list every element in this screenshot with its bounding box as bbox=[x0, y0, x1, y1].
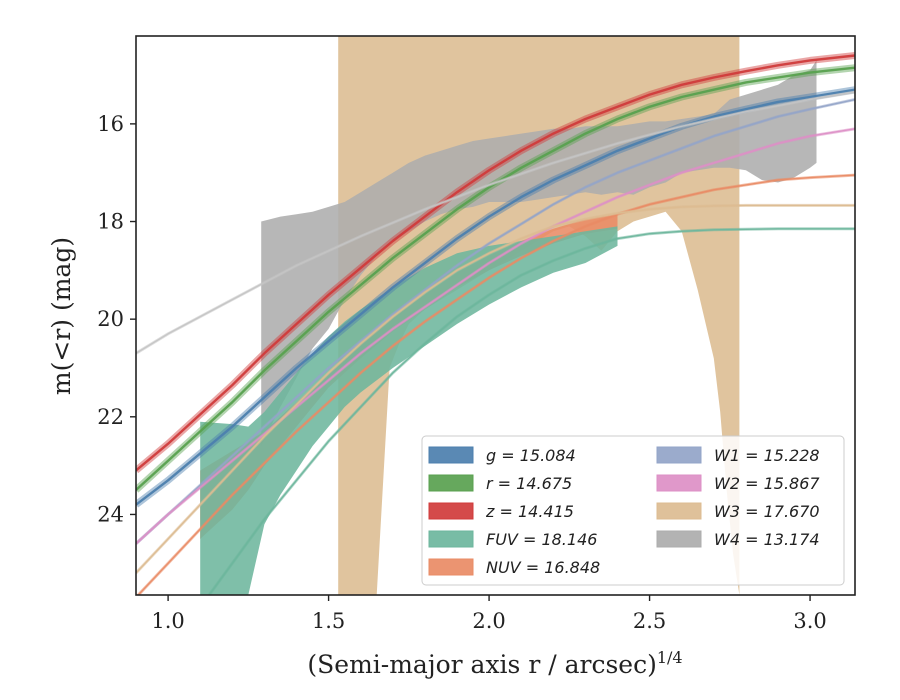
y-tick-label: 24 bbox=[97, 502, 124, 526]
model-curve-w4 bbox=[136, 91, 855, 354]
legend-label-w1: W1 = 15.228 bbox=[714, 446, 820, 465]
legend-label-r: r = 14.675 bbox=[486, 474, 572, 493]
legend-swatch-w3 bbox=[656, 502, 702, 520]
legend-label-w2: W2 = 15.867 bbox=[714, 474, 820, 493]
y-axis-ticks: 16 18 20 22 24 bbox=[97, 112, 136, 526]
y-tick-label: 20 bbox=[97, 307, 124, 331]
x-tick-label: 1.0 bbox=[151, 609, 184, 633]
x-tick-label: 1.5 bbox=[312, 609, 345, 633]
legend-swatch-w4 bbox=[656, 530, 702, 548]
y-tick-label: 16 bbox=[97, 112, 124, 136]
model-curve-w2 bbox=[136, 128, 855, 545]
model-curve-g bbox=[136, 88, 855, 506]
legend-swatch-r bbox=[428, 474, 474, 492]
model-curve-w3 bbox=[136, 204, 855, 574]
legend-swatch-nuv bbox=[428, 558, 474, 576]
model-curves bbox=[136, 52, 855, 595]
legend-label-nuv: NUV = 16.848 bbox=[486, 558, 600, 577]
plot-frame bbox=[135, 35, 856, 596]
x-axis-label-exponent: 1/4 bbox=[657, 648, 683, 667]
legend-swatch-g bbox=[428, 446, 474, 464]
legend: g = 15.084 r = 14.675 z = 14.415 FUV = 18.1… bbox=[421, 435, 845, 586]
x-axis-ticks: 1.0 1.5 2.0 2.5 3.0 bbox=[151, 595, 827, 633]
model-curve-nuv bbox=[137, 174, 855, 595]
legend-swatch-w2 bbox=[656, 474, 702, 492]
y-axis-label: m(<r) (mag) bbox=[47, 237, 76, 395]
legend-frame bbox=[421, 435, 845, 586]
x-tick-label: 3.0 bbox=[793, 609, 826, 633]
model-curve-r bbox=[136, 66, 855, 491]
model-curve-w1 bbox=[136, 98, 855, 545]
legend-label-w3: W3 = 17.670 bbox=[714, 502, 820, 521]
y-tick-label: 18 bbox=[97, 210, 124, 234]
legend-swatch-w1 bbox=[656, 446, 702, 464]
legend-swatch-fuv bbox=[428, 530, 474, 548]
model-curve-z bbox=[136, 54, 855, 472]
model-curve-fuv bbox=[208, 228, 855, 595]
legend-label-g: g = 15.084 bbox=[486, 446, 576, 465]
y-tick-label: 22 bbox=[97, 405, 124, 429]
legend-swatch-z bbox=[428, 502, 474, 520]
x-axis-label: (Semi-major axis r / arcsec)1/4 bbox=[307, 648, 682, 679]
legend-label-w4: W4 = 13.174 bbox=[714, 530, 820, 549]
data-band-w4 bbox=[261, 60, 817, 447]
x-tick-label: 2.5 bbox=[633, 609, 666, 633]
x-tick-label: 2.0 bbox=[472, 609, 505, 633]
legend-label-z: z = 14.415 bbox=[485, 502, 574, 521]
legend-label-fuv: FUV = 18.146 bbox=[486, 530, 597, 549]
